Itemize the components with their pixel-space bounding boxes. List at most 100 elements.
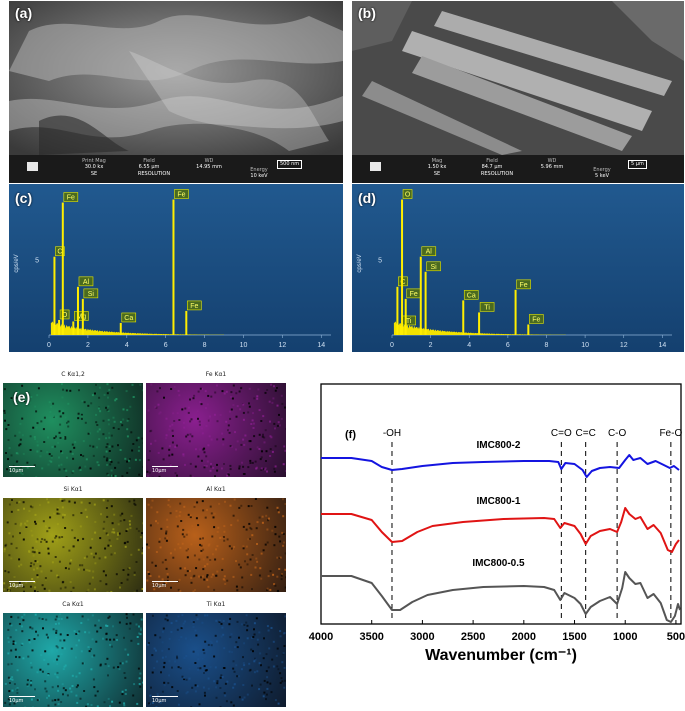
spectrum-peak — [61, 202, 64, 335]
x-tick-label: 8 — [203, 342, 207, 349]
sem-b-infobar: Mag 1.50 kx Field 84.7 µm WD 5.96 mm 5 µm S… — [352, 155, 684, 183]
x-tick-label: 6 — [164, 342, 168, 349]
y-tick-label: 5 — [378, 258, 382, 265]
x-tick-label: 1500 — [562, 631, 586, 643]
x-tick-label: 0 — [47, 342, 51, 349]
peak-label-box — [516, 279, 531, 290]
annotation-label: -OH — [383, 428, 401, 439]
map-speckle — [3, 498, 143, 592]
spectrum-peak — [119, 322, 122, 335]
x-tick-label: 12 — [278, 342, 286, 349]
peak-label: Fe — [67, 195, 75, 202]
peak-label-box — [59, 309, 70, 320]
peak-label-box — [402, 189, 413, 199]
peak-label-box — [55, 246, 65, 257]
peak-label: Ti — [484, 304, 490, 311]
ftir-chart: 4000 3500 3000 2500 2000 1500 1000 500 Wavenumbe… — [309, 383, 685, 664]
x-tick-label: 14 — [317, 342, 325, 349]
sem-a-scalebar: 500 nm — [277, 160, 303, 169]
element-map: 10µm — [3, 498, 143, 592]
panel-label-a: (a) — [15, 5, 33, 21]
sem-a-texture — [9, 1, 343, 155]
peak-label-box — [74, 311, 89, 321]
annotation-label: Fe-O — [659, 428, 682, 439]
camera-icon — [370, 162, 381, 171]
x-tick-label: 1000 — [613, 631, 637, 643]
spectrum-continuum — [50, 321, 225, 335]
peak-label-box — [78, 276, 94, 287]
map-scalebar: 10µm — [9, 466, 35, 474]
panel-label-d: (d) — [358, 190, 376, 206]
peak-label-box — [479, 302, 495, 312]
peak-label: Fe — [190, 303, 198, 310]
x-tick-label: 6 — [506, 342, 510, 349]
y-tick-label: 5 — [35, 258, 39, 265]
sem-panel-a: (a) Print Mag 30.0 kx Field 6.55 µm WD 14.9… — [9, 1, 343, 183]
spectrum-peak — [185, 310, 188, 335]
spectrum-peak — [478, 312, 481, 335]
map-title: Ti Kα1 — [206, 601, 226, 608]
peak-label: O — [62, 312, 68, 319]
eds-panel-c: 0 2 4 6 8 10 12 14 5 cps/eV C O Fe Mg Al Si Ca Fe Fe (c) — [9, 184, 343, 352]
peak-label-box — [187, 300, 202, 311]
ftir-panel-f: 4000 3500 3000 2500 2000 1500 1000 500 Wavenumbe… — [293, 376, 685, 711]
x-tick-label: 0 — [390, 342, 394, 349]
map-scalebar: 10µm — [9, 696, 35, 704]
y-axis-label: cps/eV — [357, 254, 363, 272]
x-tick-label: 2000 — [512, 631, 536, 643]
map-scalebar: 10µm — [152, 696, 178, 704]
x-tick-label: 2 — [429, 342, 433, 349]
annotation-label: C-O — [608, 428, 627, 439]
peak-label: Al — [426, 249, 433, 256]
panel-label-f: (f) — [345, 429, 356, 441]
spectrum-peak — [404, 298, 407, 335]
peak-label: O — [405, 192, 411, 199]
peak-label: C — [57, 249, 62, 256]
peak-label-box — [63, 192, 79, 202]
peak-label-box — [529, 314, 544, 324]
element-map: 10µm — [3, 613, 143, 707]
spectrum-peak — [424, 271, 427, 335]
annotation-label: C=C — [576, 428, 596, 439]
peak-label: Si — [430, 264, 437, 271]
map-speckle — [147, 614, 286, 707]
element-maps-panel-e: C Kα1,2 10µm Fe Kα1 10µm Si Kα1 10µm Al Kα1 10µ… — [3, 365, 288, 709]
map-speckle — [146, 498, 286, 592]
x-tick-label: 4000 — [309, 631, 333, 643]
spectrum-peak — [53, 256, 56, 335]
spectrum-continuum — [393, 321, 566, 335]
x-tick-label: 2500 — [461, 631, 485, 643]
element-map: 10µm — [3, 383, 143, 477]
series-label: IMC800-0.5 — [472, 558, 525, 569]
x-tick-label: 500 — [667, 631, 685, 643]
peak-label-box — [121, 312, 137, 323]
spectrum-peak — [172, 199, 175, 335]
peak-label-box — [174, 189, 189, 199]
ftir-series-line — [321, 507, 680, 553]
x-tick-label: 4 — [467, 342, 471, 349]
map-speckle — [146, 383, 286, 477]
x-tick-label: 3000 — [410, 631, 434, 643]
element-map: 10µm — [146, 383, 286, 477]
x-tick-label: 12 — [620, 342, 628, 349]
element-map: 10µm — [146, 498, 286, 592]
map-title: Ca Kα1 — [62, 601, 84, 608]
peak-label: Mg — [76, 313, 86, 320]
plot-frame — [320, 383, 682, 625]
spectrum-peak — [527, 324, 530, 335]
x-tick-label: 10 — [240, 342, 248, 349]
x-tick-label: 10 — [581, 342, 589, 349]
sem-b-texture — [352, 1, 684, 155]
spectrum-peak — [72, 321, 75, 335]
spectrum-peak — [419, 256, 422, 335]
camera-icon — [27, 162, 38, 171]
x-tick-label: 3500 — [359, 631, 383, 643]
peak-label: Ti — [406, 318, 412, 325]
spectrum-peak — [399, 325, 402, 335]
panel-label-c: (c) — [15, 190, 33, 206]
peak-label: Fe — [410, 291, 418, 298]
peak-label: Ca — [124, 315, 133, 322]
peak-label-box — [463, 290, 479, 300]
